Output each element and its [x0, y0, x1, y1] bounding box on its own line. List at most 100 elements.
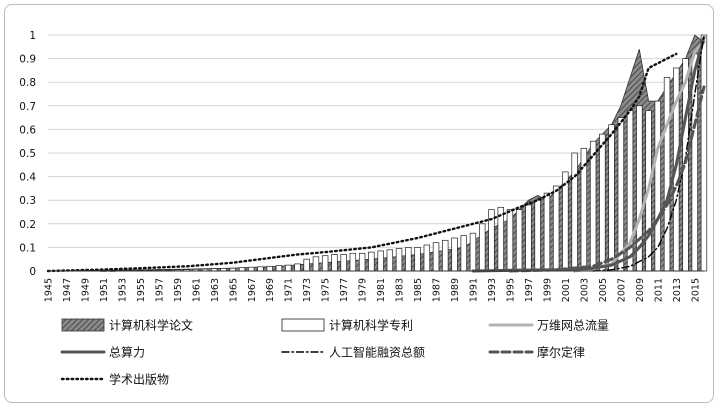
x-tick-label: 1973: [302, 278, 313, 302]
y-tick-label: 0.4: [19, 172, 36, 184]
x-tick-label: 2003: [579, 278, 590, 302]
x-tick-label: 1961: [191, 278, 202, 302]
patent-bar: [423, 244, 431, 272]
legend-item-papers: 计算机科学论文: [61, 318, 193, 333]
patent-bar: [460, 235, 467, 272]
patent-bar: [654, 100, 661, 272]
patent-bar: [515, 209, 523, 272]
patent-bar: [266, 265, 273, 272]
patent-bar: [377, 250, 384, 272]
x-tick-label: 1995: [506, 278, 517, 302]
patent-bar: [294, 263, 301, 272]
x-tick-label: 1951: [99, 278, 110, 302]
patent-bar: [358, 252, 366, 272]
y-tick-label: 0.8: [19, 77, 36, 89]
y-tick-label: 0.1: [19, 242, 36, 254]
x-tick-label: 1987: [432, 278, 443, 302]
legend-item-publications: 学术出版物: [60, 372, 169, 387]
patent-bar: [608, 124, 615, 272]
patent-bar: [534, 199, 541, 272]
patent-bar: [543, 192, 551, 272]
patent-bar: [331, 254, 338, 272]
patent-bar: [285, 264, 292, 272]
patent-bar: [599, 133, 606, 272]
x-tick-label: 1983: [395, 278, 406, 302]
patent-bar: [589, 140, 597, 272]
x-tick-label: 2011: [653, 278, 664, 302]
x-tick-label: 1953: [117, 278, 128, 302]
patent-bar: [275, 265, 283, 272]
legend-label: 计算机科学专利: [329, 318, 413, 333]
patent-bar: [303, 258, 310, 272]
y-tick-label: 1: [29, 30, 36, 42]
patent-bar: [506, 209, 514, 272]
x-tick-label: 1947: [62, 278, 73, 302]
legend-item-moore: 摩尔定律: [488, 345, 585, 360]
patent-bar: [349, 252, 357, 272]
legend-item-patents: 计算机科学专利: [281, 318, 413, 333]
patent-bar: [257, 266, 264, 272]
legend-item-compute: 总算力: [60, 345, 145, 360]
patent-bar: [552, 185, 560, 272]
y-tick-label: 0.2: [19, 219, 36, 231]
x-tick-label: 1979: [358, 278, 369, 302]
moore-line: [508, 85, 706, 273]
y-tick-label: 0.3: [19, 195, 36, 207]
y-tick-labels: 0 0.1 0.2 0.3 0.4 0.5 0.6 0.7 0.8 0.9 1: [19, 30, 36, 278]
y-tick-label: 0.7: [19, 101, 36, 113]
x-tick-label: 1999: [542, 278, 553, 302]
x-tick-label: 2007: [616, 278, 627, 302]
patent-bar: [248, 266, 255, 272]
legend-label: 总算力: [109, 345, 145, 360]
x-tick-label: 2009: [635, 278, 646, 302]
y-tick-label: 0: [29, 266, 36, 278]
x-tick-label: 1963: [210, 278, 221, 302]
series-lines-layer: [46, 34, 706, 273]
patent-bar: [469, 232, 477, 272]
patent-bar: [617, 117, 625, 272]
publications-line: [46, 52, 678, 273]
y-tick-label: 0.9: [19, 54, 36, 66]
legend-label: 计算机科学论文: [109, 318, 193, 333]
patent-bar: [386, 249, 394, 272]
patent-bar: [525, 204, 532, 272]
patent-bar: [312, 256, 320, 272]
x-tick-label: 1997: [524, 278, 535, 302]
patent-bar: [395, 248, 403, 272]
patent-bar: [405, 247, 412, 272]
x-tick-label: 1957: [154, 278, 165, 302]
legend-label: 人工智能融资总额: [329, 345, 425, 360]
patent-bar: [321, 255, 329, 272]
legend-label: 学术出版物: [109, 372, 169, 387]
x-tick-label: 1965: [228, 278, 239, 302]
legend-swatch: [281, 318, 325, 332]
x-tick-label: 2013: [672, 278, 683, 302]
x-tick-label: 1959: [173, 278, 184, 302]
legend-label: 万维网总流量: [537, 319, 609, 333]
x-tick-label: 2015: [690, 278, 701, 302]
x-tick-label: 1993: [487, 278, 498, 302]
patent-bar: [368, 251, 375, 272]
y-tick-label: 0.6: [19, 124, 36, 136]
x-tick-label: 1985: [413, 278, 424, 302]
y-tick-label: 0.5: [19, 148, 36, 160]
ai_funding-line: [592, 34, 705, 272]
x-tick-label: 1955: [136, 278, 147, 302]
legend-swatch: [61, 318, 105, 332]
patent-bar: [442, 239, 449, 272]
patent-bar: [663, 77, 671, 272]
patent-bar: [414, 247, 421, 272]
patent-bar: [479, 223, 486, 272]
patent-bar: [340, 254, 347, 272]
patent-bar: [432, 242, 440, 272]
patent-bar: [451, 237, 458, 272]
x-tick-label: 1977: [339, 278, 350, 302]
x-tick-label: 1991: [469, 278, 480, 302]
legend-label: 摩尔定律: [537, 345, 585, 360]
x-tick-label: 1981: [376, 278, 387, 302]
patent-bar: [700, 34, 708, 272]
x-tick-label: 1975: [321, 278, 332, 302]
x-tick-label: 1989: [450, 278, 461, 302]
